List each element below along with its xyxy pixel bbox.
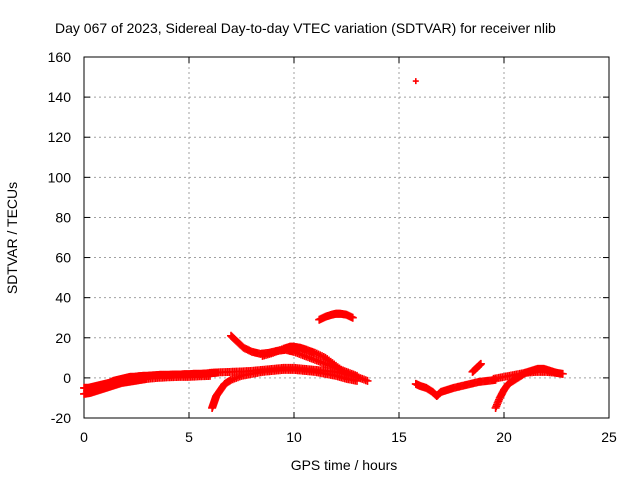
series-outlier	[412, 78, 419, 85]
y-tick-label: 0	[63, 370, 71, 386]
data-point	[348, 313, 357, 322]
x-tick-label: 25	[601, 429, 617, 445]
series-arc-12h	[315, 309, 357, 324]
data-point-fill	[316, 351, 325, 360]
y-tick-label: 120	[48, 129, 72, 145]
x-tick-labels: 0 5 10 15 20 25	[80, 429, 617, 445]
y-axis-label: SDTVAR / TECUs	[4, 182, 20, 294]
data-point	[558, 369, 567, 378]
series-late-flat-20h	[489, 367, 561, 383]
y-tick-label: 20	[55, 330, 71, 346]
data-point-fill	[314, 350, 323, 359]
data-point	[363, 376, 372, 385]
x-axis-label: GPS time / hours	[291, 457, 398, 473]
data-point	[311, 348, 319, 357]
x-tick-label: 5	[185, 429, 193, 445]
plot-frame	[83, 56, 610, 419]
series-lower-band-early	[80, 371, 214, 398]
data-point	[412, 78, 419, 85]
chart-title: Day 067 of 2023, Sidereal Day-to-day VTE…	[55, 20, 556, 36]
y-tick-label: 160	[48, 49, 72, 65]
y-tick-label: -20	[51, 410, 71, 426]
y-tick-label: 60	[55, 250, 71, 266]
axis-ticks	[83, 56, 610, 419]
y-tick-label: 40	[55, 290, 71, 306]
x-tick-label: 20	[496, 429, 512, 445]
grid-lines	[84, 57, 609, 418]
x-tick-label: 10	[286, 429, 302, 445]
x-tick-label: 0	[80, 429, 88, 445]
data-point	[476, 359, 485, 368]
y-tick-label: 80	[55, 209, 71, 225]
y-tick-label: 100	[48, 169, 72, 185]
series-flat-band-mid	[206, 363, 372, 385]
y-tick-label: 140	[48, 89, 72, 105]
series-dip-17h	[411, 375, 500, 400]
data-point-fill	[312, 349, 321, 358]
y-tick-labels: -20 0 20 40 60 80 100 120 140 160	[48, 49, 72, 426]
data-point	[552, 368, 561, 377]
data-points	[80, 78, 567, 412]
series-short-19h	[468, 359, 485, 376]
x-tick-label: 15	[391, 429, 407, 445]
data-point-fill	[318, 352, 326, 361]
